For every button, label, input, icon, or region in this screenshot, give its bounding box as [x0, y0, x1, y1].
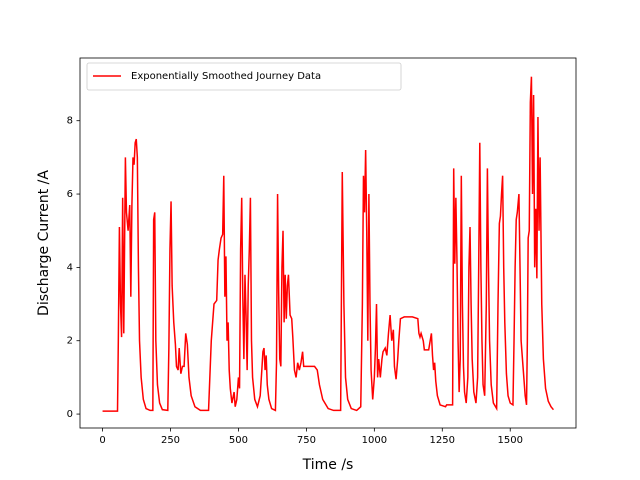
y-tick-label: 4 — [67, 262, 73, 273]
y-tick-label: 2 — [67, 336, 73, 347]
x-tick-label: 1000 — [362, 435, 387, 446]
x-tick-label: 750 — [297, 435, 316, 446]
x-tick-label: 0 — [99, 435, 105, 446]
y-tick-label: 8 — [67, 116, 73, 127]
y-tick-label: 0 — [67, 409, 73, 420]
x-axis-label: Time /s — [302, 457, 354, 473]
plot-frame — [79, 57, 577, 429]
legend-box — [86, 62, 402, 91]
data-line — [102, 76, 555, 412]
legend-label: Exponentially Smoothed Journey Data — [131, 71, 321, 82]
y-tick-label: 6 — [67, 189, 73, 200]
x-tick-label: 500 — [229, 435, 248, 446]
x-tick-label: 250 — [161, 435, 180, 446]
x-tick-label: 1250 — [430, 435, 455, 446]
y-axis-label: Discharge Current /A — [36, 170, 52, 316]
x-tick-label: 1500 — [498, 435, 523, 446]
